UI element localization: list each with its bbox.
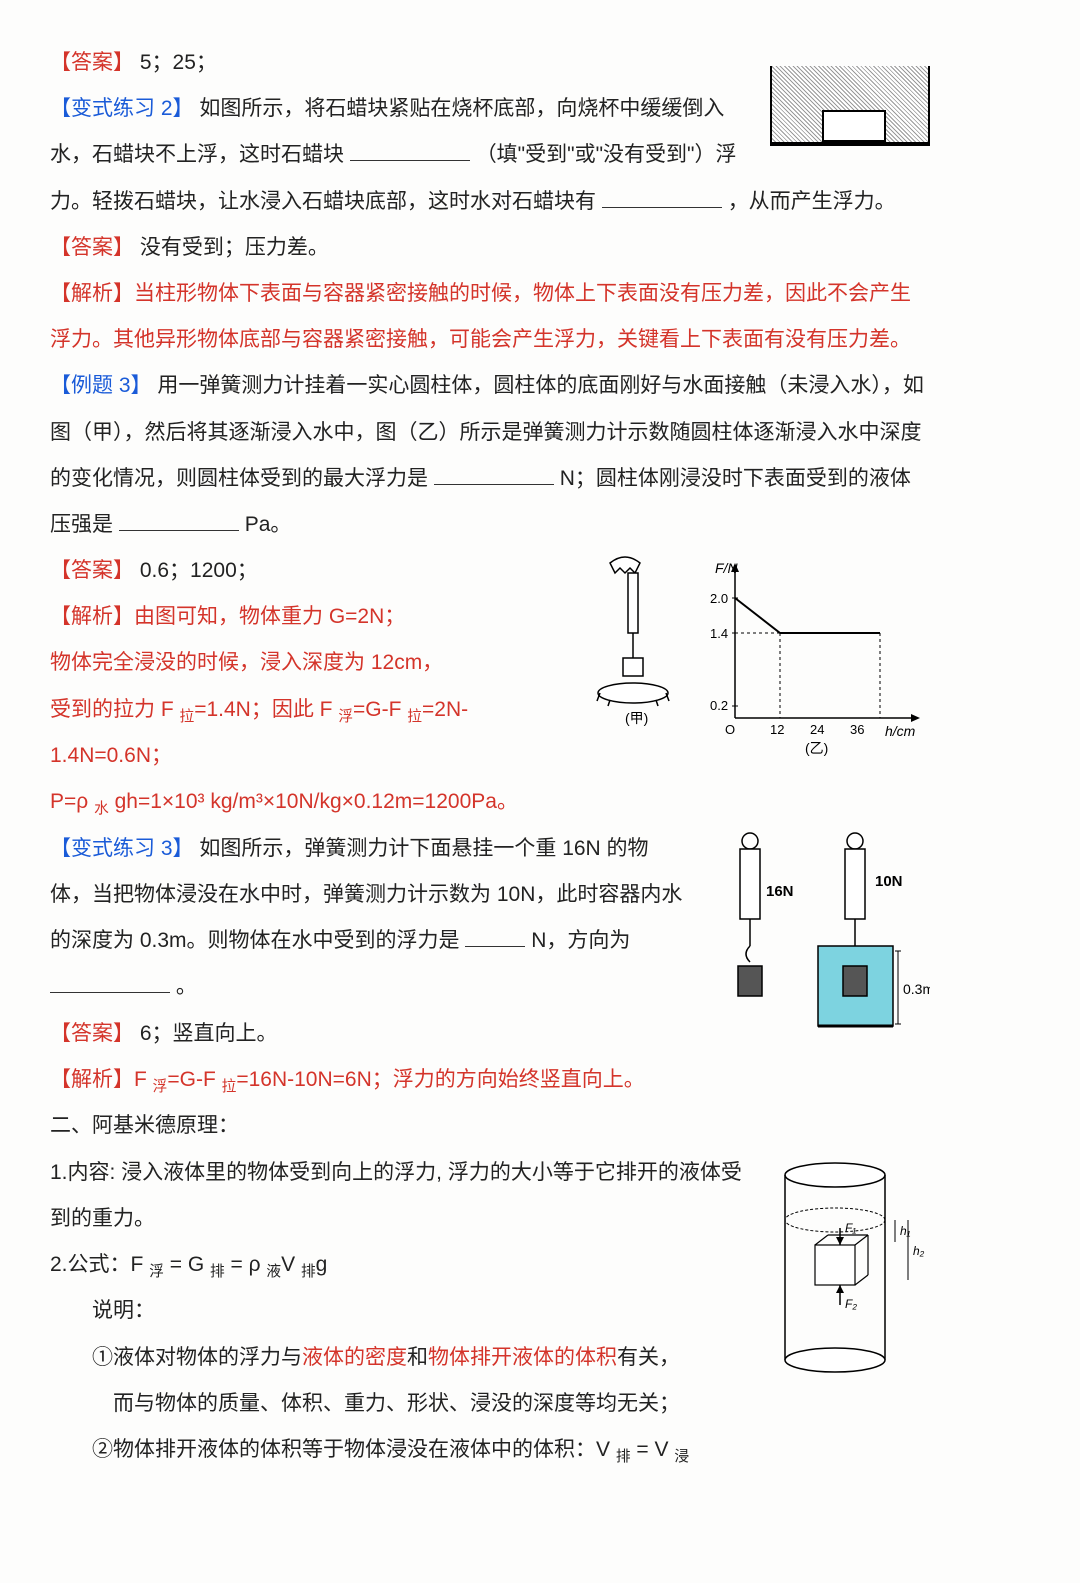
y-label: F/N [715, 560, 738, 576]
svg-text:F₁: F₁ [845, 1221, 856, 1235]
spring-scale-figure: 16N 10N 0.3m [700, 826, 930, 1066]
blank [350, 139, 470, 161]
section-2-note2: ②物体排开液体的体积等于物体浸没在液体中的体积：V 排 = V 浸 [50, 1427, 930, 1474]
answer-value: 没有受到；压力差。 [140, 236, 329, 259]
variant-text-3: ，从而产生浮力。 [728, 190, 896, 213]
variant-tag: 【变式练习 2】 [50, 97, 194, 120]
example-3: 【例题 3】 用一弹簧测力计挂着一实心圆柱体，圆柱体的底面刚好与水面接触（未浸入… [50, 363, 930, 548]
answer-value: 0.6；1200； [140, 559, 258, 582]
wax-block [822, 110, 886, 142]
beaker-figure [770, 66, 930, 146]
svg-text:0.2: 0.2 [710, 698, 728, 713]
explain-tag: 【解析】 [50, 605, 134, 628]
variant-tag: 【变式练习 3】 [50, 837, 194, 860]
force-graph-figure: (甲) F/N h/cm 2.0 1.4 0.2 12 24 36 O [590, 548, 930, 768]
svg-text:1.4: 1.4 [710, 626, 728, 641]
svg-text:2.0: 2.0 [710, 591, 728, 606]
svg-text:h₂: h₂ [913, 1244, 925, 1258]
explain-2: 【解析】当柱形物体下表面与容器紧密接触的时候，物体上下表面没有压力差，因此不会产… [50, 271, 930, 363]
caption-left: (甲) [625, 710, 648, 726]
answer-tag: 【答案】 [50, 236, 134, 259]
answer-value: 5；25； [140, 51, 217, 74]
explain-tag: 【解析】 [50, 1068, 134, 1091]
answer-value: 6；竖直向上。 [140, 1022, 278, 1045]
section-2-title: 二、阿基米德原理： [50, 1103, 930, 1149]
svg-text:O: O [725, 722, 735, 737]
svg-text:10N: 10N [875, 873, 903, 890]
svg-text:F₂: F₂ [845, 1297, 857, 1311]
answer-tag: 【答案】 [50, 1022, 134, 1045]
explain-text: 当柱形物体下表面与容器紧密接触的时候，物体上下表面没有压力差，因此不会产生浮力。… [50, 282, 911, 351]
svg-text:36: 36 [850, 722, 864, 737]
blank [602, 186, 722, 208]
blank [119, 509, 239, 531]
svg-text:24: 24 [810, 722, 824, 737]
x-label: h/cm [885, 723, 916, 739]
blank [434, 463, 554, 485]
explain-tag: 【解析】 [50, 282, 134, 305]
svg-text:h₁: h₁ [900, 1224, 911, 1238]
blank [50, 971, 170, 993]
svg-text:12: 12 [770, 722, 784, 737]
svg-text:0.3m: 0.3m [903, 981, 930, 997]
caption-right: (乙) [805, 740, 828, 756]
example-tag: 【例题 3】 [50, 374, 152, 397]
example-text-3: Pa。 [245, 513, 292, 536]
svg-text:16N: 16N [766, 883, 794, 900]
explain-3-line4: P=ρ 水 gh=1×10³ kg/m³×10N/kg×0.12m=1200Pa… [50, 779, 930, 826]
answer-2: 【答案】 没有受到；压力差。 [50, 225, 930, 271]
answer-tag: 【答案】 [50, 559, 134, 582]
blank [465, 925, 525, 947]
variant-text-3: 。 [176, 975, 197, 998]
variant-text-2: N，方向为 [531, 929, 630, 952]
answer-tag: 【答案】 [50, 51, 134, 74]
archimedes-cylinder-figure: F₁ F₂ h₁ h₂ [760, 1150, 930, 1390]
